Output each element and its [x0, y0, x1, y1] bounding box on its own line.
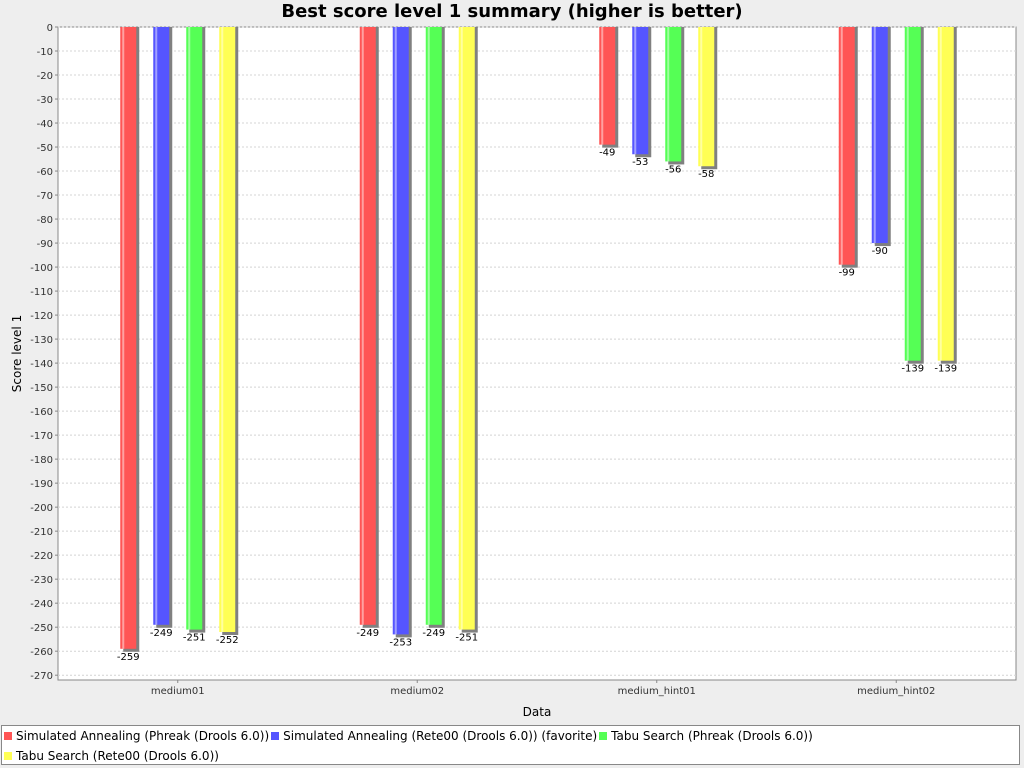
- data-label: -53: [632, 157, 648, 168]
- bar: [219, 27, 236, 632]
- y-tick-label: -20: [37, 71, 53, 82]
- y-tick-label: -270: [30, 671, 53, 682]
- y-tick-label: -160: [30, 407, 53, 418]
- bar-highlight: [188, 27, 191, 630]
- data-label: -251: [455, 633, 478, 644]
- y-tick-label: -150: [30, 383, 53, 394]
- bar-highlight: [939, 27, 942, 361]
- y-tick-label: -110: [30, 287, 53, 298]
- data-label: -252: [216, 635, 239, 646]
- x-tick-label: medium02: [390, 686, 444, 697]
- y-tick-label: -180: [30, 455, 53, 466]
- legend-label: Tabu Search (Rete00 (Drools 6.0)): [16, 749, 219, 763]
- bar: [904, 27, 921, 361]
- bar: [392, 27, 409, 635]
- bar: [665, 27, 682, 162]
- data-label: -253: [389, 637, 412, 648]
- bar-highlight: [700, 27, 703, 167]
- bar: [698, 27, 715, 167]
- data-label: -259: [117, 652, 140, 663]
- data-label: -56: [665, 164, 681, 175]
- y-tick-label: -90: [37, 239, 53, 250]
- data-label: -139: [901, 364, 924, 375]
- bar: [871, 27, 888, 244]
- bar-highlight: [667, 27, 670, 162]
- legend-swatch: [4, 752, 12, 760]
- bar: [599, 27, 616, 145]
- data-label: -90: [872, 246, 888, 257]
- bar: [186, 27, 203, 630]
- bar-highlight: [394, 27, 397, 635]
- x-tick-label: medium01: [151, 686, 205, 697]
- chart-title: Best score level 1 summary (higher is be…: [281, 1, 743, 22]
- y-tick-label: -170: [30, 431, 53, 442]
- legend-label: Tabu Search (Phreak (Drools 6.0)): [611, 729, 813, 743]
- y-tick-label: -190: [30, 479, 53, 490]
- legend-item: Simulated Annealing (Phreak (Drools 6.0)…: [4, 726, 269, 746]
- y-tick-label: -210: [30, 527, 53, 538]
- bar: [120, 27, 137, 649]
- data-label: -99: [839, 268, 855, 279]
- x-axis-label: Data: [523, 705, 552, 719]
- bar-highlight: [460, 27, 463, 630]
- y-tick-label: -80: [37, 215, 53, 226]
- y-tick-label: -220: [30, 551, 53, 562]
- y-tick-label: -30: [37, 95, 53, 106]
- bar-highlight: [601, 27, 604, 145]
- legend-swatch: [4, 732, 12, 740]
- bar: [359, 27, 376, 625]
- y-tick-label: -230: [30, 575, 53, 586]
- y-tick-label: -60: [37, 167, 53, 178]
- bar-highlight: [221, 27, 224, 632]
- chart-legend: Simulated Annealing (Phreak (Drools 6.0)…: [1, 725, 1020, 765]
- data-label: -249: [422, 628, 445, 639]
- y-tick-label: 0: [47, 23, 53, 34]
- bar-highlight: [361, 27, 364, 625]
- bar-highlight: [122, 27, 125, 649]
- data-label: -249: [150, 628, 173, 639]
- legend-swatch: [271, 732, 280, 740]
- bar-highlight: [634, 27, 637, 155]
- bar: [153, 27, 170, 625]
- legend-item: Tabu Search (Phreak (Drools 6.0)): [599, 726, 813, 746]
- bar: [458, 27, 475, 630]
- y-tick-label: -70: [37, 191, 53, 202]
- bar-highlight: [906, 27, 909, 361]
- bar-highlight: [873, 27, 876, 244]
- y-tick-label: -120: [30, 311, 53, 322]
- y-tick-label: -140: [30, 359, 53, 370]
- data-label: -251: [183, 633, 206, 644]
- legend-item: Simulated Annealing (Rete00 (Drools 6.0)…: [271, 726, 597, 746]
- y-tick-label: -200: [30, 503, 53, 514]
- y-axis-label: Score level 1: [10, 315, 24, 392]
- y-tick-label: -50: [37, 143, 53, 154]
- x-tick-label: medium_hint01: [618, 686, 696, 697]
- x-tick-label: medium_hint02: [857, 686, 935, 697]
- legend-label: Simulated Annealing (Rete00 (Drools 6.0)…: [283, 729, 598, 743]
- data-label: -49: [599, 148, 615, 159]
- y-tick-label: -240: [30, 599, 53, 610]
- y-tick-label: -40: [37, 119, 53, 130]
- bar-highlight: [840, 27, 843, 265]
- data-label: -58: [698, 169, 714, 180]
- y-tick-label: -130: [30, 335, 53, 346]
- bar: [425, 27, 442, 625]
- bar-highlight: [155, 27, 158, 625]
- y-tick-label: -260: [30, 647, 53, 658]
- bar: [937, 27, 954, 361]
- bar-highlight: [427, 27, 430, 625]
- data-label: -249: [356, 628, 379, 639]
- y-tick-label: -100: [30, 263, 53, 274]
- bar: [632, 27, 649, 155]
- legend-label: Simulated Annealing (Phreak (Drools 6.0)…: [16, 729, 270, 743]
- y-tick-label: -250: [30, 623, 53, 634]
- chart-canvas: 0 -10 -20 -30 -40 -50 -60 -70 -80 -90 -100 -110 -120…: [10, 23, 1017, 719]
- y-tick-label: -10: [37, 47, 53, 58]
- legend-swatch: [599, 732, 608, 740]
- legend-item: Tabu Search (Rete00 (Drools 6.0)): [4, 746, 219, 766]
- data-label: -139: [934, 364, 957, 375]
- bar: [838, 27, 855, 265]
